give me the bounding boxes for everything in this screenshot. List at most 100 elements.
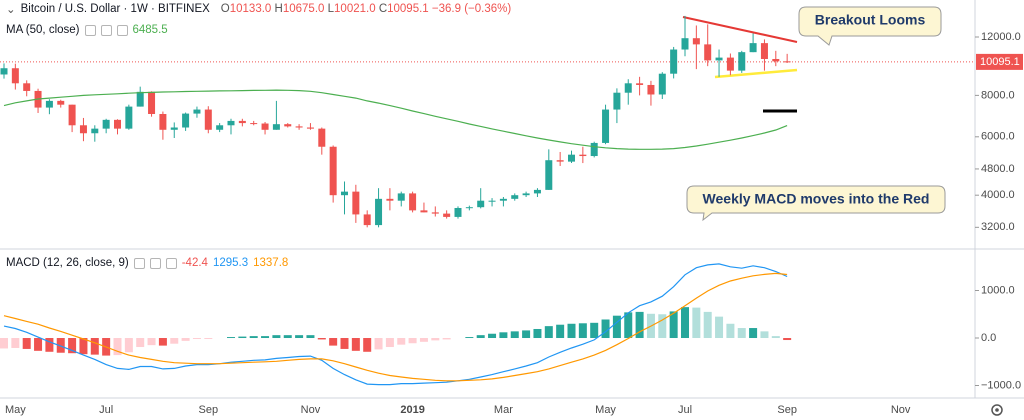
settings-icon[interactable] <box>991 404 1003 416</box>
candle-body <box>658 73 666 95</box>
candle-body <box>511 195 519 199</box>
candle-body <box>136 91 144 107</box>
gear[interactable] <box>991 404 1003 416</box>
y-tick-label: 4000.0 <box>981 189 1015 201</box>
histogram-bar <box>272 335 281 339</box>
signal-line <box>3 272 788 382</box>
candle-body <box>443 213 451 217</box>
candle-body <box>397 193 405 201</box>
ohlc-key: C <box>378 3 388 15</box>
callout-text: Weekly MACD moves into the Red <box>703 191 930 207</box>
histogram-bar <box>351 338 360 351</box>
ohlc-key: O <box>220 3 230 15</box>
candle-body <box>704 44 712 61</box>
candle-body <box>352 191 360 215</box>
x-tick-label: Sep <box>777 404 797 416</box>
resistance-line <box>682 16 798 43</box>
ma-value: 6485.5 <box>132 24 168 36</box>
candle-body <box>431 212 439 214</box>
histogram-bar <box>249 336 258 339</box>
x-tick-label: Jul <box>99 404 113 416</box>
ohlc-key: L <box>327 3 335 15</box>
collapse-icon[interactable]: ⌄ <box>6 4 16 16</box>
candle-body <box>636 83 644 85</box>
histogram-bar <box>181 338 190 341</box>
y-tick-label: 1000.0 <box>981 284 1015 296</box>
x-tick-label: May <box>5 404 26 416</box>
histogram-bar <box>192 338 201 339</box>
candle-body <box>0 68 8 75</box>
close-icon[interactable] <box>116 24 128 36</box>
y-tick-label: 6000.0 <box>981 131 1015 143</box>
x-tick-label: Nov <box>301 404 321 416</box>
candle-body <box>454 207 462 217</box>
histogram-bar <box>22 338 31 349</box>
x-tick-label: Jul <box>678 404 692 416</box>
histogram-bar <box>79 338 88 355</box>
candle-body <box>23 83 31 91</box>
eye-icon[interactable] <box>133 257 145 269</box>
histogram-bar <box>624 312 633 339</box>
candle-body <box>738 52 746 71</box>
histogram-bar <box>170 338 179 344</box>
candle-body <box>57 100 65 105</box>
candle-body <box>261 123 269 130</box>
histogram-bar <box>113 338 122 356</box>
candle-body <box>148 91 156 114</box>
gear-icon[interactable] <box>149 257 161 269</box>
histogram-bar <box>601 319 610 339</box>
macd-line <box>3 263 788 386</box>
histogram-bar <box>363 338 372 352</box>
ohlc-value: 10133.0 <box>229 3 272 15</box>
y-tick-label: 12000.0 <box>981 31 1021 43</box>
histogram-bar <box>136 338 145 348</box>
histogram-bar <box>227 337 235 339</box>
last-price-label: 10095.1 <box>980 56 1020 68</box>
histogram-bar <box>488 333 497 339</box>
candle-body <box>284 124 292 127</box>
gear-icon[interactable] <box>100 24 112 36</box>
histogram-bar <box>715 316 724 339</box>
candle-body <box>726 57 734 71</box>
candle-body <box>182 113 190 128</box>
ohlc-value: 10021.0 <box>334 3 376 15</box>
histogram-bar <box>635 311 644 339</box>
eye-icon[interactable] <box>84 24 96 36</box>
candle-body <box>409 193 417 211</box>
gear-center[interactable] <box>995 408 999 412</box>
candle-body <box>692 38 700 45</box>
histogram-bar <box>0 338 8 349</box>
histogram-bar <box>340 338 349 349</box>
candle-body <box>91 128 99 134</box>
macd-value: 1295.3 <box>212 257 249 269</box>
histogram-bar <box>317 338 326 340</box>
candle-body <box>193 109 201 114</box>
candle-body <box>79 125 87 134</box>
candle-body <box>216 125 224 130</box>
candle-body <box>613 92 621 110</box>
symbol: Bitcoin / U.S. Dollar · 1W · BITFINEX <box>20 3 210 15</box>
histogram-bar <box>499 332 508 339</box>
ma-legend: MA (50, close) 6485.5 <box>6 24 168 36</box>
candle-body <box>363 214 371 226</box>
candle-body <box>477 200 485 208</box>
histogram-bar <box>68 338 77 354</box>
candle-body <box>420 210 428 213</box>
support-line <box>714 68 798 79</box>
candle-body <box>204 109 212 130</box>
candle-body <box>329 146 337 196</box>
candle-body <box>68 104 76 126</box>
candle-body <box>306 127 314 129</box>
histogram-bar <box>329 338 338 346</box>
x-tick-label: Mar <box>494 404 513 416</box>
change: −36.9 (−0.36%) <box>431 3 512 15</box>
candle-body <box>375 198 383 226</box>
y-tick-label: 8000.0 <box>981 89 1015 101</box>
histogram-bar <box>737 328 746 339</box>
close-icon[interactable] <box>165 257 177 269</box>
histogram-bar <box>681 307 689 339</box>
histogram-bar <box>476 335 485 339</box>
histogram-bar <box>442 338 451 340</box>
last-price-box <box>976 53 1023 70</box>
